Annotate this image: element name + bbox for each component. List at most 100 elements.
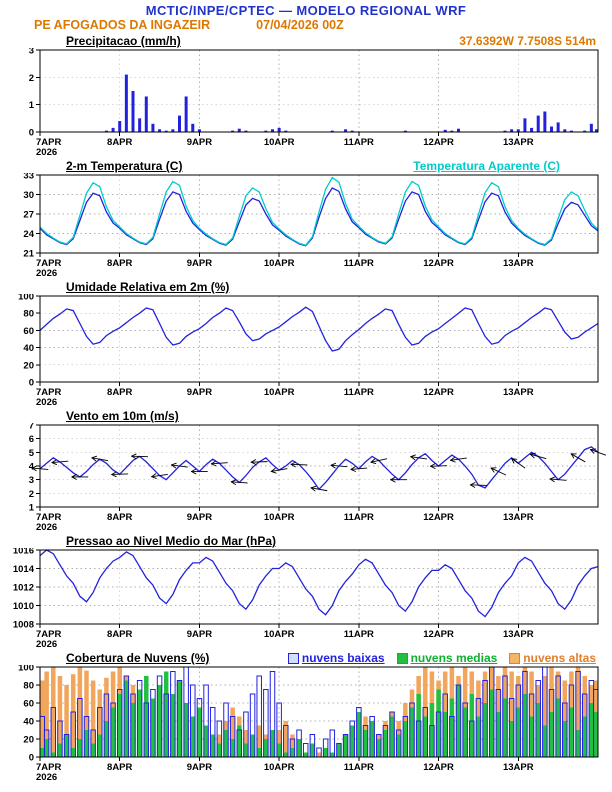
svg-text:2: 2 bbox=[29, 489, 34, 500]
svg-text:60: 60 bbox=[23, 699, 34, 710]
panel-title-humidity: Umidade Relativa em 2m (%) bbox=[66, 280, 230, 294]
panel-title-temperature: 2-m Temperatura (C) bbox=[66, 159, 183, 173]
svg-text:7APR: 7APR bbox=[36, 512, 61, 523]
svg-text:20: 20 bbox=[23, 735, 34, 746]
svg-text:80: 80 bbox=[23, 309, 34, 320]
svg-text:21: 21 bbox=[23, 249, 34, 260]
pressure-title-row: Pressao ao Nivel Medio do Mar (hPa) bbox=[0, 533, 612, 548]
svg-text:40: 40 bbox=[23, 717, 34, 728]
svg-text:11APR: 11APR bbox=[344, 629, 374, 640]
svg-text:4: 4 bbox=[29, 462, 35, 473]
svg-text:9APR: 9APR bbox=[187, 387, 212, 398]
header: MCTIC/INPE/CPTEC — MODELO REGIONAL WRF P… bbox=[0, 0, 612, 33]
svg-text:8APR: 8APR bbox=[107, 137, 132, 148]
svg-text:8APR: 8APR bbox=[107, 512, 132, 523]
svg-text:30: 30 bbox=[23, 190, 34, 201]
svg-text:5: 5 bbox=[29, 448, 35, 459]
svg-text:12APR: 12APR bbox=[423, 512, 454, 523]
svg-text:9APR: 9APR bbox=[187, 762, 212, 773]
legend-nuvens-medias: nuvens medias bbox=[396, 651, 498, 665]
svg-text:100: 100 bbox=[18, 294, 34, 303]
panel-wind: Vento em 10m (m/s) 1 2 3 4 5 6 7 7APR 2026 8APR 9A… bbox=[0, 408, 612, 533]
svg-text:12APR: 12APR bbox=[423, 137, 454, 148]
svg-text:8APR: 8APR bbox=[107, 762, 132, 773]
svg-text:11APR: 11APR bbox=[344, 387, 374, 398]
apparent-temperature-label: Temperatura Aparente (C) bbox=[413, 159, 560, 173]
svg-text:10APR: 10APR bbox=[264, 137, 295, 148]
svg-text:1016: 1016 bbox=[13, 548, 34, 557]
panel-title-clouds: Cobertura de Nuvens (%) bbox=[66, 651, 210, 665]
svg-text:9APR: 9APR bbox=[187, 137, 212, 148]
svg-text:12APR: 12APR bbox=[423, 762, 454, 773]
svg-text:13APR: 13APR bbox=[503, 258, 534, 269]
svg-text:33: 33 bbox=[23, 173, 34, 182]
svg-text:60: 60 bbox=[23, 326, 34, 337]
svg-text:7APR: 7APR bbox=[36, 629, 61, 640]
svg-text:10APR: 10APR bbox=[264, 762, 295, 773]
panel-pressure: Pressao ao Nivel Medio do Mar (hPa) 1008… bbox=[0, 533, 612, 650]
svg-text:10APR: 10APR bbox=[264, 387, 295, 398]
legend-label-medias: nuvens medias bbox=[410, 651, 498, 665]
svg-text:11APR: 11APR bbox=[344, 258, 374, 269]
station-name: PE AFOGADOS DA INGAZEIR bbox=[34, 18, 211, 32]
clouds-title-row: Cobertura de Nuvens (%) nuvens baixas nu… bbox=[0, 650, 612, 665]
svg-text:3: 3 bbox=[29, 475, 34, 486]
svg-text:9APR: 9APR bbox=[187, 512, 212, 523]
svg-text:1: 1 bbox=[29, 503, 35, 514]
panel-precipitation: Precipitacao (mm/h) 37.6392W 7.7508S 514… bbox=[0, 33, 612, 158]
svg-text:6: 6 bbox=[29, 434, 34, 445]
svg-text:1012: 1012 bbox=[13, 583, 34, 594]
panel-title-pressure: Pressao ao Nivel Medio do Mar (hPa) bbox=[66, 534, 277, 548]
panel-temperature: 2-m Temperatura (C) Temperatura Aparente… bbox=[0, 158, 612, 279]
svg-text:11APR: 11APR bbox=[344, 762, 374, 773]
svg-text:2026: 2026 bbox=[36, 268, 57, 279]
mid-cloud-swatch-icon bbox=[396, 653, 408, 664]
model-title: MCTIC/INPE/CPTEC — MODELO REGIONAL WRF bbox=[145, 3, 467, 18]
svg-text:7APR: 7APR bbox=[36, 137, 61, 148]
svg-text:1010: 1010 bbox=[13, 601, 34, 612]
svg-text:12APR: 12APR bbox=[423, 629, 454, 640]
svg-text:8APR: 8APR bbox=[107, 387, 132, 398]
svg-text:40: 40 bbox=[23, 343, 34, 354]
station-coordinates: 37.6392W 7.7508S 514m bbox=[459, 34, 596, 48]
legend-label-altas: nuvens altas bbox=[523, 651, 596, 665]
svg-text:10APR: 10APR bbox=[264, 629, 295, 640]
svg-text:3: 3 bbox=[29, 48, 34, 57]
panel-clouds: Cobertura de Nuvens (%) nuvens baixas nu… bbox=[0, 650, 612, 783]
svg-text:2026: 2026 bbox=[36, 772, 57, 783]
svg-text:7APR: 7APR bbox=[36, 387, 61, 398]
svg-text:7APR: 7APR bbox=[36, 762, 61, 773]
svg-text:27: 27 bbox=[23, 210, 34, 221]
svg-text:11APR: 11APR bbox=[344, 137, 374, 148]
wind-title-row: Vento em 10m (m/s) bbox=[0, 408, 612, 423]
svg-text:80: 80 bbox=[23, 681, 34, 692]
low-cloud-swatch-icon bbox=[287, 653, 299, 664]
svg-text:1: 1 bbox=[29, 100, 35, 111]
svg-text:13APR: 13APR bbox=[503, 387, 534, 398]
svg-text:7APR: 7APR bbox=[36, 258, 61, 269]
svg-text:11APR: 11APR bbox=[344, 512, 374, 523]
svg-text:1008: 1008 bbox=[13, 620, 34, 631]
svg-text:2026: 2026 bbox=[36, 522, 57, 533]
svg-text:12APR: 12APR bbox=[423, 387, 454, 398]
precipitation-title-row: Precipitacao (mm/h) 37.6392W 7.7508S 514… bbox=[0, 33, 612, 48]
svg-text:8APR: 8APR bbox=[107, 258, 132, 269]
panel-humidity: Umidade Relativa em 2m (%) 0 20 40 60 80 100 7… bbox=[0, 279, 612, 408]
svg-text:10APR: 10APR bbox=[264, 512, 295, 523]
legend-label-baixas: nuvens baixas bbox=[301, 651, 385, 665]
svg-text:24: 24 bbox=[23, 229, 34, 240]
station-line: PE AFOGADOS DA INGAZEIR 07/04/2026 00Z bbox=[34, 18, 612, 33]
svg-text:13APR: 13APR bbox=[503, 512, 534, 523]
svg-text:13APR: 13APR bbox=[503, 137, 534, 148]
svg-text:8APR: 8APR bbox=[107, 629, 132, 640]
panel-title-precipitation: Precipitacao (mm/h) bbox=[66, 34, 181, 48]
temperature-title-row: 2-m Temperatura (C) Temperatura Aparente… bbox=[0, 158, 612, 173]
svg-text:20: 20 bbox=[23, 360, 34, 371]
svg-text:12APR: 12APR bbox=[423, 258, 454, 269]
svg-text:9APR: 9APR bbox=[187, 629, 212, 640]
svg-text:0: 0 bbox=[29, 378, 34, 389]
